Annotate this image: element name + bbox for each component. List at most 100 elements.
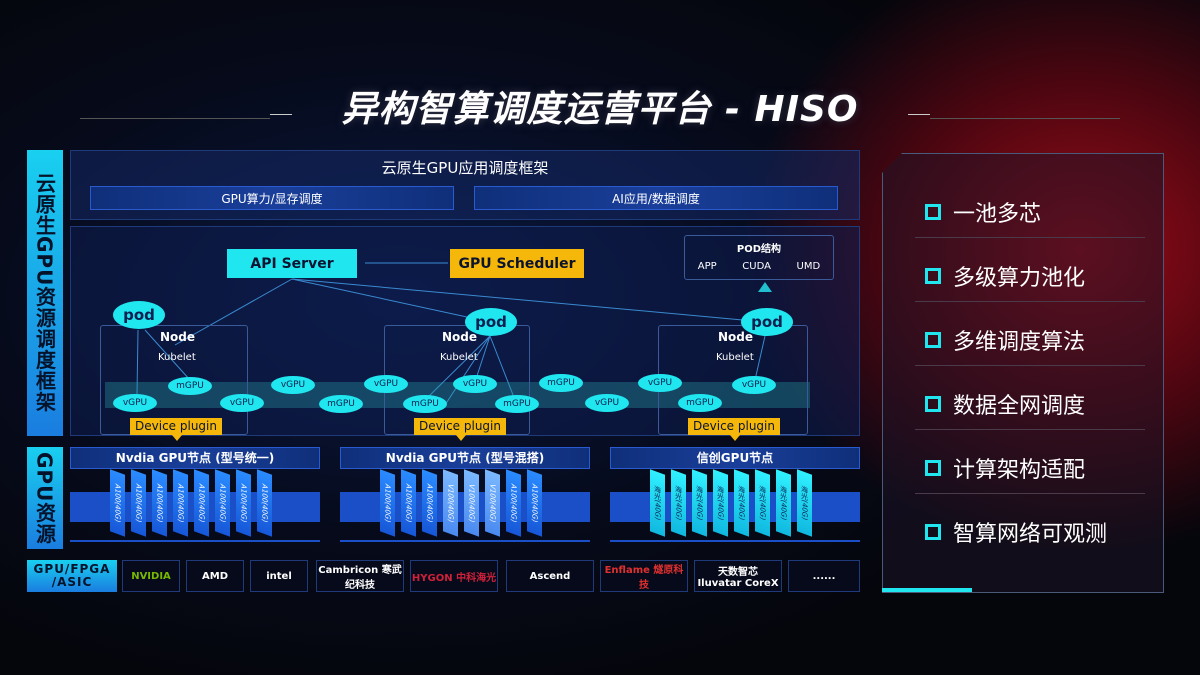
vendor-logo: ......	[788, 560, 860, 592]
api-server-box: API Server	[227, 249, 357, 278]
feature-label: 计算架构适配	[953, 458, 1086, 483]
gpu-card: A100(40G)	[131, 469, 146, 537]
gpu-card: A100(40G)	[152, 469, 167, 537]
gpu-node-floor	[610, 540, 860, 542]
feature-divider	[915, 237, 1145, 238]
gpu-card: A100(40G)	[194, 469, 209, 537]
gpu-card: A100(40G)	[236, 469, 251, 537]
gpu-token: mGPU	[319, 395, 363, 413]
vendor-logo: Cambricon 寒武纪科技	[316, 560, 404, 592]
gpu-token: vGPU	[585, 394, 629, 412]
node-label: Node	[160, 330, 196, 344]
pod-bubble: pod	[113, 301, 165, 329]
pod-bubble: pod	[741, 308, 793, 336]
kubelet-label: Kubelet	[716, 352, 754, 363]
label-chips: GPU/FPGA /ASIC	[27, 560, 117, 592]
feature-item: 智算网络可观测	[925, 516, 1107, 548]
kubelet-label: Kubelet	[440, 352, 478, 363]
vendor-logo: 天数智芯 Iluvatar CoreX	[694, 560, 782, 592]
page-title: 异构智算调度运营平台 - HISO	[341, 89, 859, 130]
kubelet-label: Kubelet	[158, 352, 196, 363]
gpu-token: mGPU	[539, 374, 583, 392]
vendor-logo: AMD	[186, 560, 244, 592]
title-line-right-long	[930, 118, 1120, 119]
label-gpu-framework: 云原生GPU资源调度框架	[27, 150, 63, 436]
checkbox-icon	[925, 268, 941, 284]
gpu-node-title: 信创GPU节点	[610, 447, 860, 469]
gpu-card: A100(40G)	[506, 469, 521, 537]
arrow-down-icon	[172, 435, 182, 441]
gpu-token: vGPU	[638, 374, 682, 392]
feature-item: 多维调度算法	[925, 324, 1085, 356]
arrow-down-icon	[730, 435, 740, 441]
checkbox-icon	[925, 396, 941, 412]
gpu-token: mGPU	[495, 395, 539, 413]
gpu-card: 海光(40G)	[671, 469, 686, 537]
device-plugin-box: Device plugin	[130, 418, 222, 435]
gpu-card: 海光(40G)	[650, 469, 665, 537]
title-line-left-long	[80, 118, 270, 119]
vendor-logo: Enflame 燧原科技	[600, 560, 688, 592]
gpu-card: 海光(40G)	[734, 469, 749, 537]
gpu-token: vGPU	[453, 375, 497, 393]
node-label: Node	[718, 330, 754, 344]
feature-label: 数据全网调度	[953, 394, 1086, 419]
gpu-card: 海光(40G)	[797, 469, 812, 537]
checkbox-icon	[925, 204, 941, 220]
arrow-down-icon	[456, 435, 466, 441]
gpu-node-title: Nvdia GPU节点 (型号统一)	[70, 447, 320, 469]
gpu-token: vGPU	[364, 375, 408, 393]
checkbox-icon	[925, 460, 941, 476]
device-plugin-box: Device plugin	[688, 418, 780, 435]
feature-label: 多级算力池化	[953, 266, 1086, 291]
feature-divider	[915, 365, 1145, 366]
feature-label: 一池多芯	[953, 202, 1042, 227]
gpu-token: vGPU	[271, 376, 315, 394]
pod-item-app: APP	[697, 261, 717, 272]
pod-item-cuda: CUDA	[742, 261, 771, 272]
label-gpu-resource: GPU资源	[27, 447, 63, 549]
panel-accent	[882, 588, 972, 592]
gpu-token: mGPU	[403, 395, 447, 413]
bar-gpu-scheduling: GPU算力/显存调度	[90, 186, 454, 210]
feature-divider	[915, 493, 1145, 494]
gpu-card: V100(40G)	[485, 469, 500, 537]
gpu-token: mGPU	[678, 394, 722, 412]
title-line-left	[270, 114, 292, 115]
vendor-logo: NVIDIA	[122, 560, 180, 592]
gpu-card: A100(40G)	[110, 469, 125, 537]
pod-item-umd: UMD	[796, 261, 821, 272]
gpu-token: vGPU	[113, 394, 157, 412]
gpu-token: mGPU	[168, 377, 212, 395]
feature-item: 计算架构适配	[925, 452, 1085, 484]
checkbox-icon	[925, 332, 941, 348]
features-panel	[882, 153, 1164, 593]
title-line-right	[908, 114, 930, 115]
feature-label: 智算网络可观测	[953, 522, 1108, 547]
gpu-card: 海光(40G)	[776, 469, 791, 537]
gpu-node-floor	[340, 540, 590, 542]
gpu-node-floor	[70, 540, 320, 542]
pod-structure-title: POD结构	[736, 244, 782, 255]
gpu-card: A100(40G)	[422, 469, 437, 537]
gpu-node-title: Nvdia GPU节点 (型号混搭)	[340, 447, 590, 469]
checkbox-icon	[925, 524, 941, 540]
gpu-card: 海光(40G)	[713, 469, 728, 537]
feature-item: 一池多芯	[925, 196, 1041, 228]
feature-item: 多级算力池化	[925, 260, 1085, 292]
node-label: Node	[442, 330, 478, 344]
device-plugin-box: Device plugin	[414, 418, 506, 435]
pod-structure-box: POD结构 APP CUDA UMD	[684, 235, 834, 280]
vendor-logo: Ascend	[506, 560, 594, 592]
gpu-card: V100(40G)	[464, 469, 479, 537]
gpu-card: 海光(40G)	[755, 469, 770, 537]
gpu-scheduler-box: GPU Scheduler	[450, 249, 584, 278]
gpu-card: 海光(40G)	[692, 469, 707, 537]
feature-divider	[915, 301, 1145, 302]
framework-title: 云原生GPU应用调度框架	[381, 159, 549, 177]
feature-item: 数据全网调度	[925, 388, 1085, 420]
gpu-card: A100(40G)	[527, 469, 542, 537]
gpu-card: A100(40G)	[401, 469, 416, 537]
vendor-logo: HYGON 中科海光	[410, 560, 498, 592]
